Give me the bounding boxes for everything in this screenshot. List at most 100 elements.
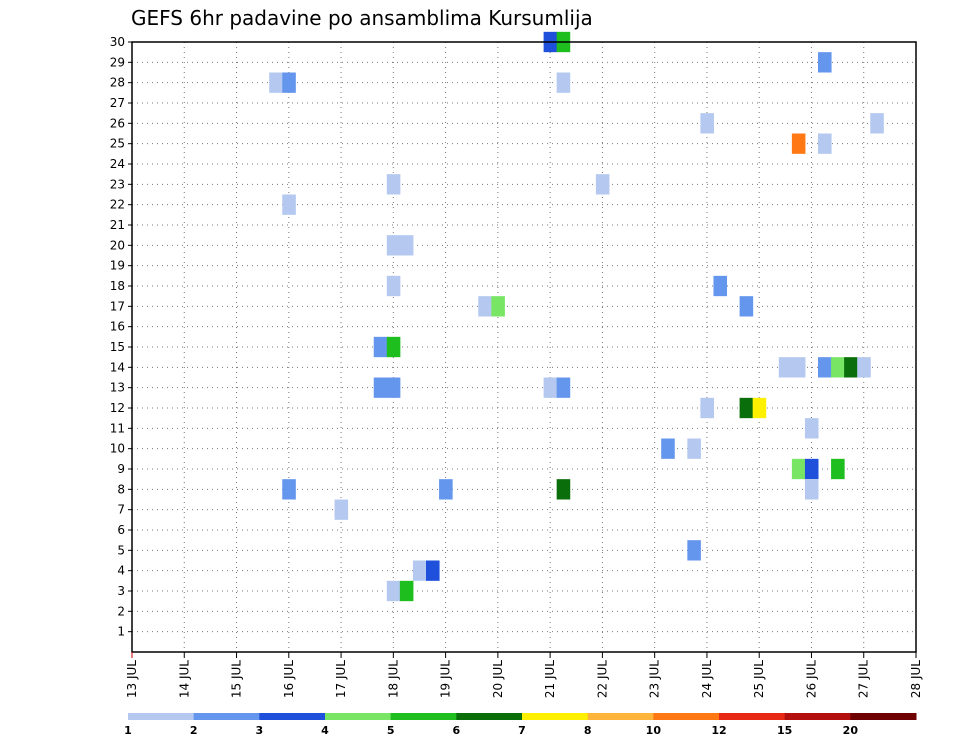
y-tick-label: 7	[117, 503, 125, 517]
colorbar: 1 2 3 4 5 6 7 8 10 12 15 20	[124, 713, 917, 737]
y-tick-label: 2	[117, 604, 125, 618]
y-tick-label: 30	[110, 35, 125, 49]
heatmap-cell	[700, 113, 714, 134]
heatmap-cell	[739, 397, 754, 419]
heatmap-cell	[752, 397, 767, 419]
colorbar-segment	[522, 713, 589, 720]
x-tick-label: 21 JUL	[543, 660, 557, 698]
colorbar-segment	[259, 713, 326, 720]
y-tick-label: 5	[117, 543, 125, 557]
y-tick-label: 26	[110, 116, 125, 130]
heatmap-cell	[373, 377, 388, 398]
colorbar-tick-label: 15	[777, 724, 792, 737]
chart-title: GEFS 6hr padavine po ansamblima Kursumli…	[131, 6, 593, 30]
y-tick-label: 20	[110, 238, 125, 252]
heatmap-cell	[831, 357, 845, 378]
heatmap-cell	[543, 377, 558, 398]
colorbar-tick-label: 1	[124, 724, 132, 737]
colorbar-tick-label: 6	[453, 724, 461, 737]
heatmap-cell	[426, 560, 440, 581]
heatmap-cell	[661, 438, 675, 459]
heatmap-cell	[857, 357, 871, 378]
heatmap-cell	[700, 397, 714, 419]
y-tick-label: 29	[110, 55, 125, 69]
y-tick-label: 21	[110, 218, 125, 232]
heatmap-cell	[386, 377, 401, 398]
heatmap-cell	[386, 275, 401, 297]
x-tick-label: 13 JUL	[125, 660, 139, 698]
heatmap-cell	[399, 235, 414, 256]
colorbar-segment	[325, 713, 392, 720]
heatmap-cell	[386, 336, 401, 358]
heatmap-cell	[818, 52, 832, 73]
cell-layer	[269, 31, 884, 602]
colorbar-segment	[587, 713, 654, 720]
y-tick-label: 16	[110, 320, 125, 334]
heatmap-cell	[791, 357, 806, 378]
heatmap-cell	[282, 72, 296, 93]
colorbar-tick-label: 2	[190, 724, 198, 737]
y-tick-label: 24	[110, 157, 125, 171]
heatmap-cell	[791, 133, 806, 154]
colorbar-segment	[456, 713, 523, 720]
x-tick-label: 14 JUL	[177, 660, 191, 698]
x-tick-label: 28 JUL	[909, 660, 923, 698]
y-tick-label: 8	[117, 482, 125, 496]
x-tick-label: 20 JUL	[491, 660, 505, 698]
heatmap-cell	[870, 113, 884, 134]
y-tick-label: 15	[110, 340, 125, 354]
colorbar-tick-label: 10	[646, 724, 662, 737]
colorbar-segment	[390, 713, 457, 720]
heatmap-cell	[687, 438, 701, 459]
x-tick-label: 24 JUL	[700, 660, 714, 698]
y-tick-label: 28	[110, 76, 125, 90]
heatmap-cell	[334, 499, 349, 520]
heatmap-cell	[282, 479, 296, 500]
colorbar-tick-label: 12	[711, 724, 726, 737]
axes: 1234567891011121314151617181920212223242…	[110, 35, 923, 698]
heatmap-cell	[804, 458, 819, 480]
y-tick-label: 18	[110, 279, 125, 293]
heatmap-cell	[478, 296, 492, 317]
heatmap-cell	[818, 357, 832, 378]
heatmap-cell	[556, 72, 571, 93]
colorbar-tick-label: 3	[256, 724, 264, 737]
heatmap-cell	[791, 458, 806, 480]
heatmap-cell	[373, 336, 388, 358]
y-tick-label: 10	[110, 442, 125, 456]
y-tick-label: 13	[110, 381, 125, 395]
heatmap-cell	[595, 174, 610, 195]
heatmap-cell	[713, 275, 728, 297]
x-tick-label: 22 JUL	[595, 660, 609, 698]
heatmap-cell	[269, 72, 283, 93]
y-tick-label: 17	[110, 299, 125, 313]
heatmap-cell	[831, 458, 845, 480]
heatmap-cell	[556, 479, 571, 500]
y-tick-label: 14	[110, 360, 125, 374]
x-tick-label: 15 JUL	[230, 660, 244, 698]
heatmap-cell	[412, 560, 427, 581]
x-tick-label: 18 JUL	[386, 660, 400, 698]
x-tick-label: 16 JUL	[282, 660, 296, 698]
heatmap-cell	[818, 133, 832, 154]
heatmap-cell	[804, 418, 819, 439]
colorbar-tick-label: 20	[843, 724, 859, 737]
x-tick-label: 25 JUL	[752, 660, 766, 698]
y-tick-label: 6	[117, 523, 125, 537]
colorbar-segment	[653, 713, 720, 720]
x-tick-label: 17 JUL	[334, 660, 348, 698]
heatmap-cell	[556, 377, 571, 398]
heatmap-cell	[386, 580, 401, 602]
colorbar-segment	[193, 713, 260, 720]
heatmap-cell	[386, 235, 401, 256]
y-tick-label: 12	[110, 401, 125, 415]
y-tick-label: 4	[117, 564, 125, 578]
colorbar-tick-label: 5	[387, 724, 395, 737]
x-tick-label: 27 JUL	[857, 660, 871, 698]
y-tick-label: 1	[117, 625, 125, 639]
y-tick-label: 3	[117, 584, 125, 598]
heatmap-cell	[778, 357, 793, 378]
heatmap-cell	[439, 479, 453, 500]
heatmap-cell	[804, 479, 819, 500]
